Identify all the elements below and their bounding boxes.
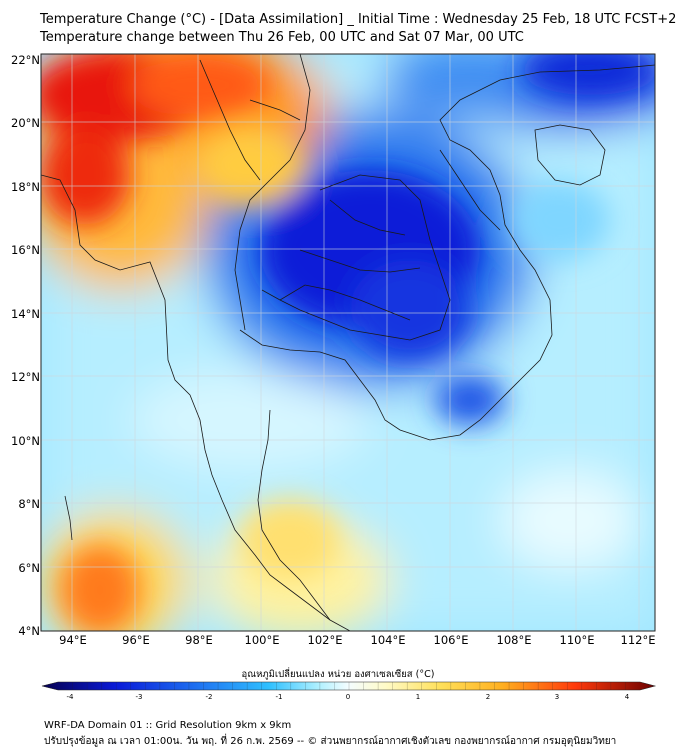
footer-line-2: ปรับปรุงข้อมูล ณ เวลา 01:00น. วัน พฤ. ที… [44, 736, 617, 747]
lat-label-12n: 12°N [11, 370, 40, 384]
map-title-line-1: Temperature Change (°C) - [Data Assimila… [40, 12, 676, 27]
colorbar-tick-label: 2 [485, 693, 491, 701]
temperature-field [41, 54, 655, 631]
lat-label-20n: 20°N [11, 116, 40, 130]
lon-label-96e: 96°E [122, 633, 150, 647]
lon-label-110e: 110°E [559, 633, 595, 647]
colorbar-tick-label: -3 [135, 693, 143, 701]
colorbar-tick-label: -4 [66, 693, 74, 701]
colorbar-tick-label: 3 [554, 693, 560, 701]
lat-label-10n: 10°N [11, 434, 40, 448]
lat-label-8n: 8°N [18, 497, 40, 511]
colorbar [41, 681, 657, 691]
lat-label-4n: 4°N [18, 624, 40, 638]
lat-label-14n: 14°N [11, 307, 40, 321]
colorbar-tick-label: 0 [345, 693, 351, 701]
map-frame [40, 53, 656, 632]
colorbar-tick-label: 4 [624, 693, 630, 701]
lat-label-18n: 18°N [11, 180, 40, 194]
lon-label-108e: 108°E [496, 633, 532, 647]
colorbar-tick-label: 1 [415, 693, 421, 701]
lon-label-98e: 98°E [185, 633, 213, 647]
footer-line-1: WRF-DA Domain 01 :: Grid Resolution 9km … [44, 720, 292, 731]
lon-label-102e: 102°E [307, 633, 343, 647]
lon-label-112e: 112°E [620, 633, 656, 647]
lon-label-94e: 94°E [59, 633, 87, 647]
lat-label-22n: 22°N [11, 53, 40, 67]
colorbar-tick-label: -1 [275, 693, 283, 701]
lat-label-16n: 16°N [11, 243, 40, 257]
colorbar-tick-label: -2 [205, 693, 213, 701]
lat-label-6n: 6°N [18, 561, 40, 575]
lon-label-104e: 104°E [370, 633, 406, 647]
lon-label-100e: 100°E [244, 633, 280, 647]
lon-label-106e: 106°E [433, 633, 469, 647]
colorbar-bar [41, 681, 657, 691]
gridlines [41, 54, 655, 631]
colorbar-title: อุณหภูมิเปลี่ยนแปลง หน่วย องศาเซลเซียส (… [241, 669, 435, 680]
coastlines-and-borders [41, 54, 655, 631]
map-title-line-2: Temperature change between Thu 26 Feb, 0… [40, 30, 524, 45]
